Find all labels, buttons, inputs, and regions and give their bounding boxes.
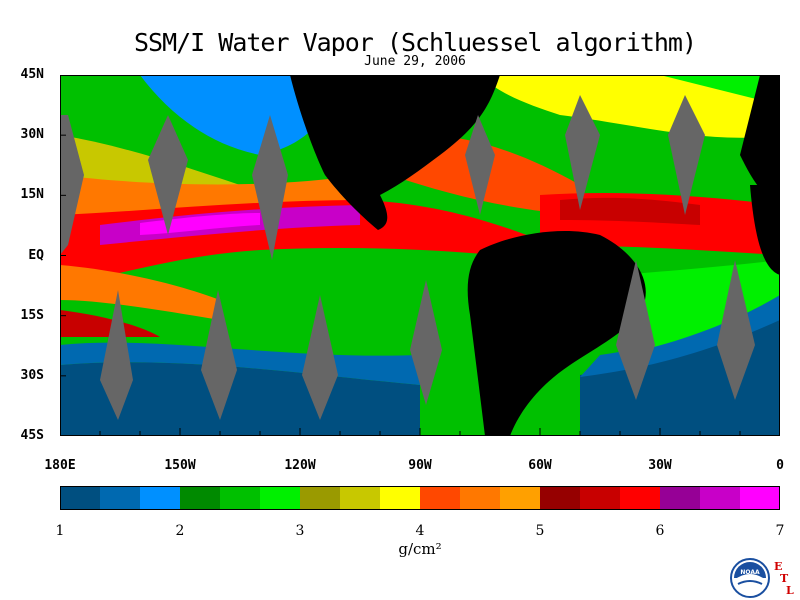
latitude-label: 15S: [20, 307, 44, 323]
longitude-label: 180E: [44, 458, 76, 473]
missing-swath: [717, 260, 755, 400]
colorbar-tick-label: 6: [655, 523, 665, 539]
map-date: June 29, 2006: [364, 54, 466, 69]
longitude-label: 90W: [408, 458, 432, 473]
colorbar-tick-label: 3: [295, 523, 305, 539]
colorbar-tick-label: 7: [775, 523, 785, 539]
longitude-label: 30W: [648, 458, 672, 473]
colorbar: [60, 486, 780, 510]
longitude-label: 60W: [528, 458, 552, 473]
latitude-label: EQ: [28, 247, 44, 263]
noaa-logo-icon: NOAA: [730, 558, 770, 598]
colorbar-swatch: [540, 486, 581, 510]
colorbar-swatch: [580, 486, 621, 510]
latitude-label: 45N: [20, 67, 44, 82]
itcz-deep: [140, 213, 260, 235]
colorbar-swatch: [660, 486, 701, 510]
south-pacific-red: [60, 310, 160, 337]
colorbar-tick-label: 2: [175, 523, 185, 539]
colorbar-swatch: [180, 486, 221, 510]
missing-swath: [668, 95, 705, 215]
missing-swath: [616, 260, 655, 400]
greenland-land: [740, 75, 780, 205]
colorbar-swatch: [220, 486, 261, 510]
axis-ticks: [60, 75, 780, 436]
colorbar-swatch: [620, 486, 661, 510]
latitude-label: 30N: [20, 127, 44, 143]
colorbar-swatch: [500, 486, 541, 510]
colorbar-swatch: [420, 486, 461, 510]
latitude-label: 45S: [20, 428, 44, 443]
missing-swath: [410, 280, 442, 405]
longitude-label: 0: [776, 458, 784, 473]
etl-letter-l: L: [786, 584, 794, 597]
north-atlantic-green: [660, 75, 780, 105]
latitude-label: 15N: [20, 187, 44, 203]
north-atlantic-yellow: [480, 75, 780, 138]
colorbar-swatch: [740, 486, 780, 510]
colorbar-swatch: [340, 486, 381, 510]
missing-swath: [60, 115, 84, 255]
map-title: SSM/I Water Vapor (Schluessel algorithm): [133, 28, 697, 57]
south-america-land: [467, 230, 646, 436]
water-vapor-map: [60, 75, 780, 436]
missing-swath: [465, 115, 495, 215]
colorbar-swatch: [380, 486, 421, 510]
colorbar-swatch: [60, 486, 101, 510]
colorbar-swatch: [700, 486, 741, 510]
colorbar-swatch: [300, 486, 341, 510]
south-pacific-orange: [60, 265, 220, 320]
missing-swath: [148, 115, 188, 235]
colorbar-border: [60, 486, 780, 510]
colorbar-units: g/cm²: [398, 540, 442, 558]
africa-land: [750, 185, 780, 275]
colorbar-tick-label: 5: [535, 523, 545, 539]
missing-swath: [100, 290, 133, 420]
logo-text: NOAA: [740, 569, 760, 576]
colorbar-swatch: [100, 486, 141, 510]
etl-letter-t: T: [780, 572, 789, 585]
missing-swath: [252, 115, 288, 260]
colorbar-swatch: [460, 486, 501, 510]
missing-swath: [302, 295, 338, 420]
atlantic-itcz-core: [560, 197, 700, 225]
north-america-land: [290, 75, 500, 230]
colorbar-swatch: [260, 486, 301, 510]
etl-letter-e: E: [774, 560, 783, 573]
longitude-label: 150W: [164, 458, 196, 473]
longitude-label: 120W: [284, 458, 316, 473]
north-pacific-blue: [140, 75, 340, 155]
missing-swath: [565, 95, 600, 210]
missing-swath: [201, 290, 237, 420]
colorbar-tick-label: 4: [415, 523, 425, 539]
colorbar-swatch: [140, 486, 181, 510]
colorbar-tick-label: 1: [55, 523, 65, 539]
latitude-label: 30S: [20, 367, 44, 383]
